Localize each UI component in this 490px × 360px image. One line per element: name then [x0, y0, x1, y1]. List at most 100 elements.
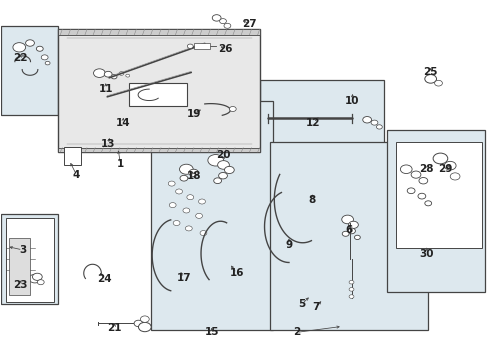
- Text: 22: 22: [13, 53, 27, 63]
- Text: 23: 23: [13, 280, 27, 290]
- Circle shape: [425, 75, 437, 83]
- Text: 8: 8: [309, 195, 316, 205]
- Circle shape: [32, 273, 42, 280]
- Circle shape: [219, 172, 227, 179]
- Circle shape: [220, 19, 226, 24]
- Circle shape: [94, 69, 105, 77]
- Bar: [0, 214, 58, 304]
- Bar: [5, 218, 54, 302]
- Text: 25: 25: [423, 67, 438, 77]
- Bar: [9, 238, 30, 296]
- Bar: [129, 83, 187, 107]
- Circle shape: [169, 203, 176, 208]
- Circle shape: [41, 55, 48, 60]
- Circle shape: [218, 161, 229, 169]
- Circle shape: [183, 208, 190, 213]
- Circle shape: [435, 80, 442, 86]
- Circle shape: [168, 181, 175, 186]
- Text: 21: 21: [107, 323, 122, 333]
- Circle shape: [126, 74, 130, 77]
- Text: 7: 7: [312, 302, 319, 312]
- Polygon shape: [58, 148, 260, 152]
- Circle shape: [349, 288, 354, 291]
- Text: 11: 11: [98, 84, 113, 94]
- Circle shape: [418, 193, 426, 199]
- Circle shape: [141, 316, 149, 322]
- Bar: [396, 142, 482, 248]
- Circle shape: [400, 165, 412, 174]
- Circle shape: [342, 231, 349, 236]
- Circle shape: [214, 178, 221, 184]
- Circle shape: [175, 189, 182, 194]
- Text: 26: 26: [218, 44, 233, 54]
- Circle shape: [419, 177, 428, 184]
- Circle shape: [200, 230, 207, 235]
- Circle shape: [407, 188, 415, 194]
- Bar: [64, 147, 81, 165]
- Circle shape: [189, 169, 198, 176]
- Bar: [0, 26, 58, 116]
- Text: 28: 28: [419, 164, 434, 174]
- Text: 18: 18: [187, 171, 201, 181]
- Bar: [270, 142, 428, 330]
- Circle shape: [349, 280, 354, 284]
- Text: 3: 3: [19, 245, 26, 255]
- Circle shape: [134, 320, 143, 327]
- Text: 10: 10: [345, 96, 360, 106]
- Text: 15: 15: [204, 327, 219, 337]
- Bar: [387, 130, 486, 292]
- Circle shape: [37, 280, 44, 285]
- Text: 27: 27: [243, 19, 257, 29]
- Circle shape: [354, 235, 360, 239]
- Circle shape: [36, 46, 43, 51]
- Circle shape: [433, 153, 448, 164]
- Text: 4: 4: [73, 170, 80, 180]
- Circle shape: [349, 295, 354, 298]
- Text: 24: 24: [97, 274, 112, 284]
- Text: 2: 2: [293, 327, 300, 337]
- Circle shape: [29, 274, 41, 283]
- Text: 5: 5: [298, 299, 306, 309]
- Text: 30: 30: [419, 248, 434, 258]
- Text: 29: 29: [438, 164, 453, 174]
- Circle shape: [187, 195, 194, 200]
- Bar: [151, 101, 273, 330]
- Bar: [260, 80, 384, 160]
- Circle shape: [13, 42, 25, 52]
- Circle shape: [173, 221, 180, 226]
- Text: 20: 20: [216, 150, 230, 160]
- Text: 1: 1: [117, 159, 124, 169]
- Text: 9: 9: [285, 239, 293, 249]
- Text: 19: 19: [187, 109, 201, 119]
- Circle shape: [224, 23, 231, 28]
- Circle shape: [196, 213, 202, 219]
- Circle shape: [212, 15, 221, 21]
- Text: 13: 13: [101, 139, 116, 149]
- Circle shape: [45, 61, 50, 65]
- Text: 14: 14: [116, 118, 130, 128]
- Circle shape: [450, 173, 460, 180]
- Text: 17: 17: [176, 273, 191, 283]
- Circle shape: [224, 166, 234, 174]
- Circle shape: [111, 75, 117, 79]
- Circle shape: [187, 44, 193, 48]
- Text: 12: 12: [306, 118, 320, 128]
- Bar: [194, 43, 210, 49]
- Circle shape: [139, 322, 151, 332]
- Circle shape: [198, 199, 205, 204]
- Circle shape: [185, 226, 192, 231]
- Circle shape: [347, 228, 355, 234]
- Circle shape: [411, 171, 421, 178]
- Circle shape: [180, 175, 188, 181]
- Circle shape: [363, 117, 371, 123]
- Circle shape: [371, 120, 378, 125]
- Circle shape: [119, 72, 124, 75]
- Polygon shape: [58, 30, 260, 152]
- Circle shape: [444, 161, 456, 170]
- Bar: [5, 226, 37, 287]
- Circle shape: [229, 107, 236, 112]
- Circle shape: [348, 221, 358, 228]
- Circle shape: [425, 201, 432, 206]
- Circle shape: [179, 164, 193, 174]
- Circle shape: [342, 215, 353, 224]
